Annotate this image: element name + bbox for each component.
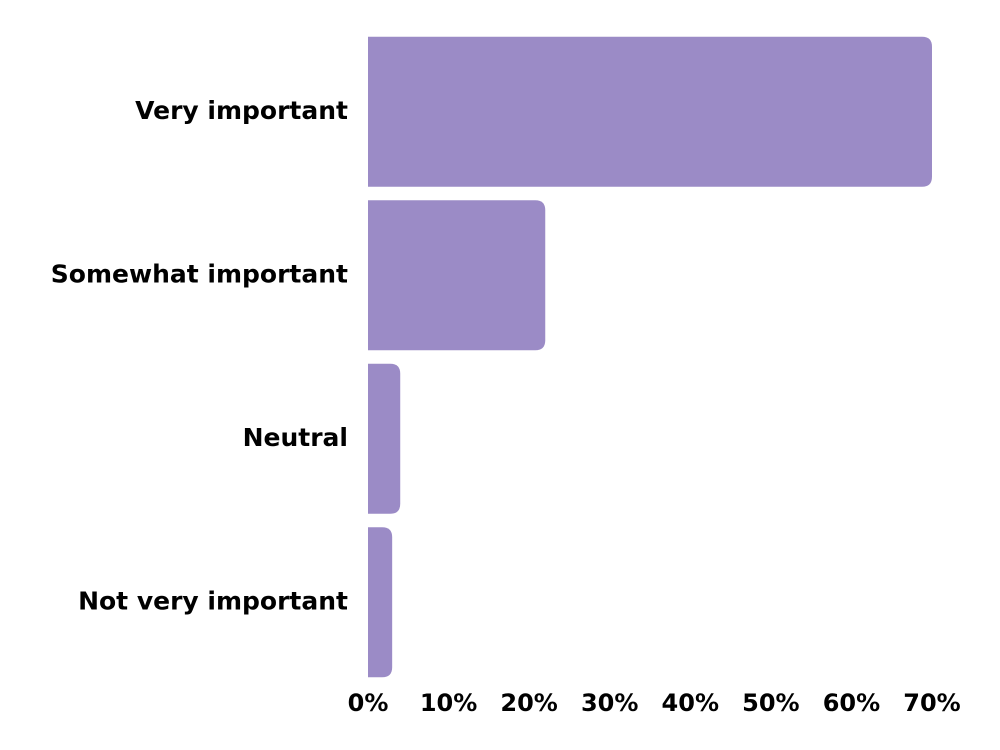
y-tick-label: Somewhat important: [51, 259, 348, 288]
y-tick-label: Very important: [135, 96, 348, 125]
x-tick-label: 50%: [742, 689, 799, 717]
bar: [368, 36, 932, 187]
x-tick-label: 70%: [903, 689, 960, 717]
bar: [368, 527, 393, 678]
x-tick-label: 20%: [500, 689, 557, 717]
bar: [368, 200, 546, 351]
y-tick-label: Not very important: [78, 586, 348, 615]
x-tick-label: 30%: [581, 689, 638, 717]
x-tick-label: 0%: [348, 689, 389, 717]
x-tick-label: 10%: [420, 689, 477, 717]
x-tick-label: 40%: [662, 689, 719, 717]
bar: [368, 363, 401, 514]
y-tick-label: Neutral: [243, 423, 348, 452]
x-tick-label: 60%: [823, 689, 880, 717]
